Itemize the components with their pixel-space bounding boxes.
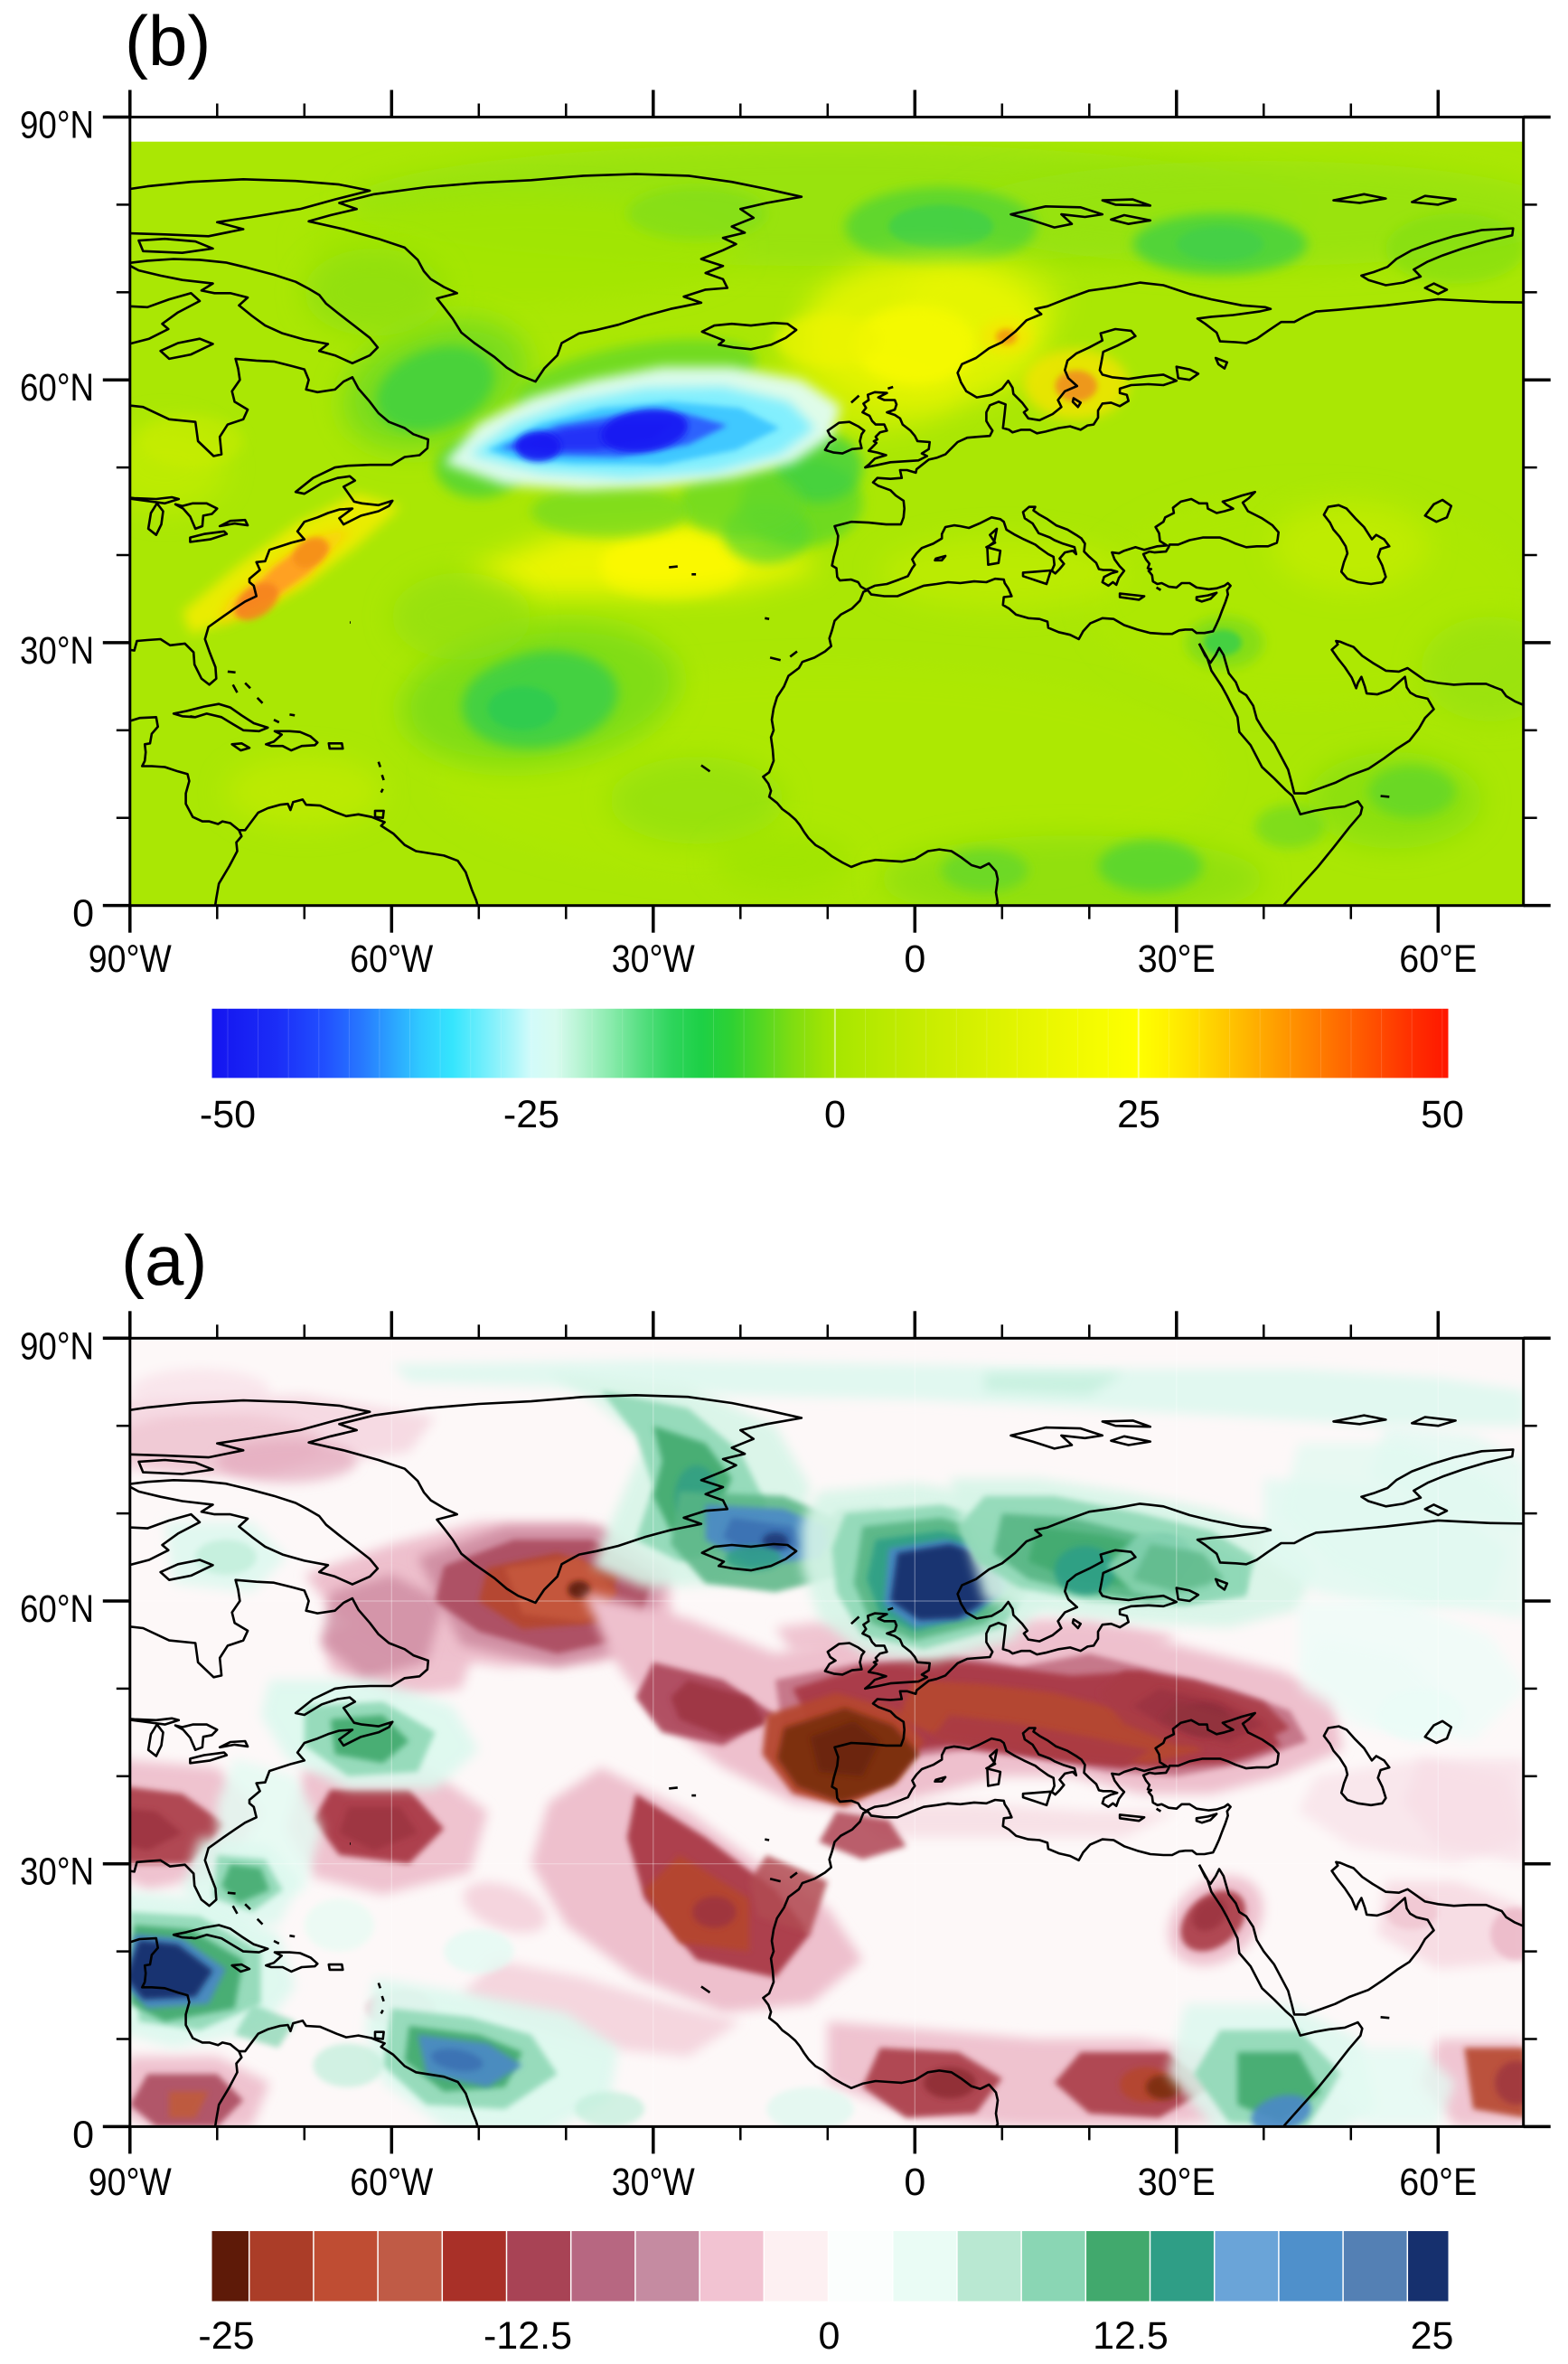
svg-text:50: 50 xyxy=(1421,1093,1464,1136)
svg-text:30°E: 30°E xyxy=(1138,937,1216,981)
svg-text:30°E: 30°E xyxy=(1138,2161,1216,2204)
svg-text:60°E: 60°E xyxy=(1399,937,1477,981)
svg-text:90°N: 90°N xyxy=(20,104,94,147)
svg-text:60°E: 60°E xyxy=(1399,2161,1477,2204)
svg-text:60°N: 60°N xyxy=(20,366,94,410)
svg-text:0: 0 xyxy=(904,2161,925,2204)
svg-text:90°W: 90°W xyxy=(89,937,172,981)
svg-text:(b): (b) xyxy=(125,1,211,80)
svg-text:60°W: 60°W xyxy=(350,937,433,981)
svg-text:25: 25 xyxy=(1411,2314,1454,2358)
svg-text:0: 0 xyxy=(824,1093,846,1136)
svg-text:-12.5: -12.5 xyxy=(484,2314,572,2358)
svg-text:60°N: 60°N xyxy=(20,1587,94,1631)
svg-text:60°W: 60°W xyxy=(350,2161,433,2204)
svg-text:-25: -25 xyxy=(503,1093,559,1136)
svg-text:(a): (a) xyxy=(121,1220,207,1300)
svg-text:30°N: 30°N xyxy=(20,1851,94,1894)
svg-text:25: 25 xyxy=(1117,1093,1160,1136)
svg-text:30°W: 30°W xyxy=(612,937,695,981)
svg-text:0: 0 xyxy=(904,937,925,981)
svg-text:30°W: 30°W xyxy=(612,2161,695,2204)
svg-text:-25: -25 xyxy=(198,2314,254,2358)
svg-text:-50: -50 xyxy=(200,1093,256,1136)
svg-text:0: 0 xyxy=(72,892,94,936)
svg-text:90°N: 90°N xyxy=(20,1324,94,1368)
svg-text:0: 0 xyxy=(72,2113,94,2156)
svg-text:0: 0 xyxy=(819,2314,840,2358)
svg-text:30°N: 30°N xyxy=(20,629,94,673)
svg-text:12.5: 12.5 xyxy=(1093,2314,1169,2358)
svg-text:90°W: 90°W xyxy=(89,2161,172,2204)
